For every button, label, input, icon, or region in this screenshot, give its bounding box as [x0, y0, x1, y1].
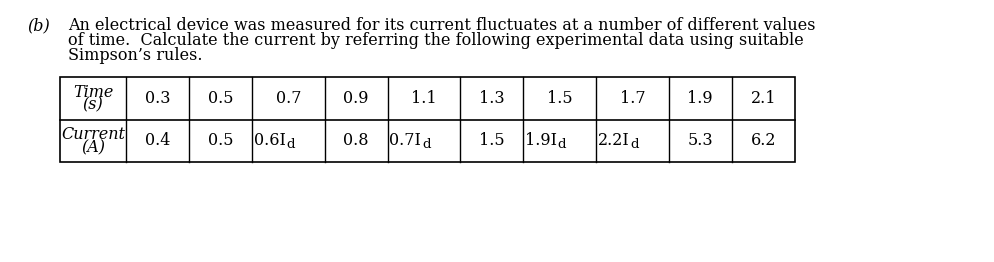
Text: of time.  Calculate the current by referring the following experimental data usi: of time. Calculate the current by referr… [68, 32, 803, 49]
Text: 1.9: 1.9 [687, 90, 713, 107]
Text: 1.3: 1.3 [478, 90, 504, 107]
Text: d: d [421, 138, 430, 151]
Bar [60, 77, 794, 162]
Text: Current: Current [61, 126, 125, 143]
Text: 1.5: 1.5 [547, 90, 572, 107]
Text: 0.5: 0.5 [208, 90, 233, 107]
Text: 2.2I: 2.2I [597, 132, 629, 149]
Text: 0.9: 0.9 [343, 90, 369, 107]
Text: 1.1: 1.1 [411, 90, 436, 107]
Text: d: d [630, 138, 638, 151]
Text: d: d [558, 138, 566, 151]
Text: 1.7: 1.7 [619, 90, 644, 107]
Text: 0.3: 0.3 [144, 90, 170, 107]
Text: 0.8: 0.8 [343, 132, 369, 149]
Text: 1.5: 1.5 [478, 132, 504, 149]
Text: 1.9I: 1.9I [524, 132, 557, 149]
Text: (b): (b) [27, 17, 50, 34]
Text: 0.4: 0.4 [145, 132, 170, 149]
Text: 5.3: 5.3 [687, 132, 713, 149]
Text: (s): (s) [83, 97, 103, 114]
Text: Simpson’s rules.: Simpson’s rules. [68, 47, 202, 64]
Text: Time: Time [73, 84, 113, 101]
Text: 2.1: 2.1 [749, 90, 775, 107]
Text: 0.7: 0.7 [275, 90, 301, 107]
Text: 0.6I: 0.6I [253, 132, 285, 149]
Text: (A): (A) [81, 139, 105, 156]
Text: An electrical device was measured for its current fluctuates at a number of diff: An electrical device was measured for it… [68, 17, 814, 34]
Text: 0.7I: 0.7I [389, 132, 420, 149]
Text: d: d [286, 138, 294, 151]
Text: 6.2: 6.2 [749, 132, 775, 149]
Text: 0.5: 0.5 [208, 132, 233, 149]
